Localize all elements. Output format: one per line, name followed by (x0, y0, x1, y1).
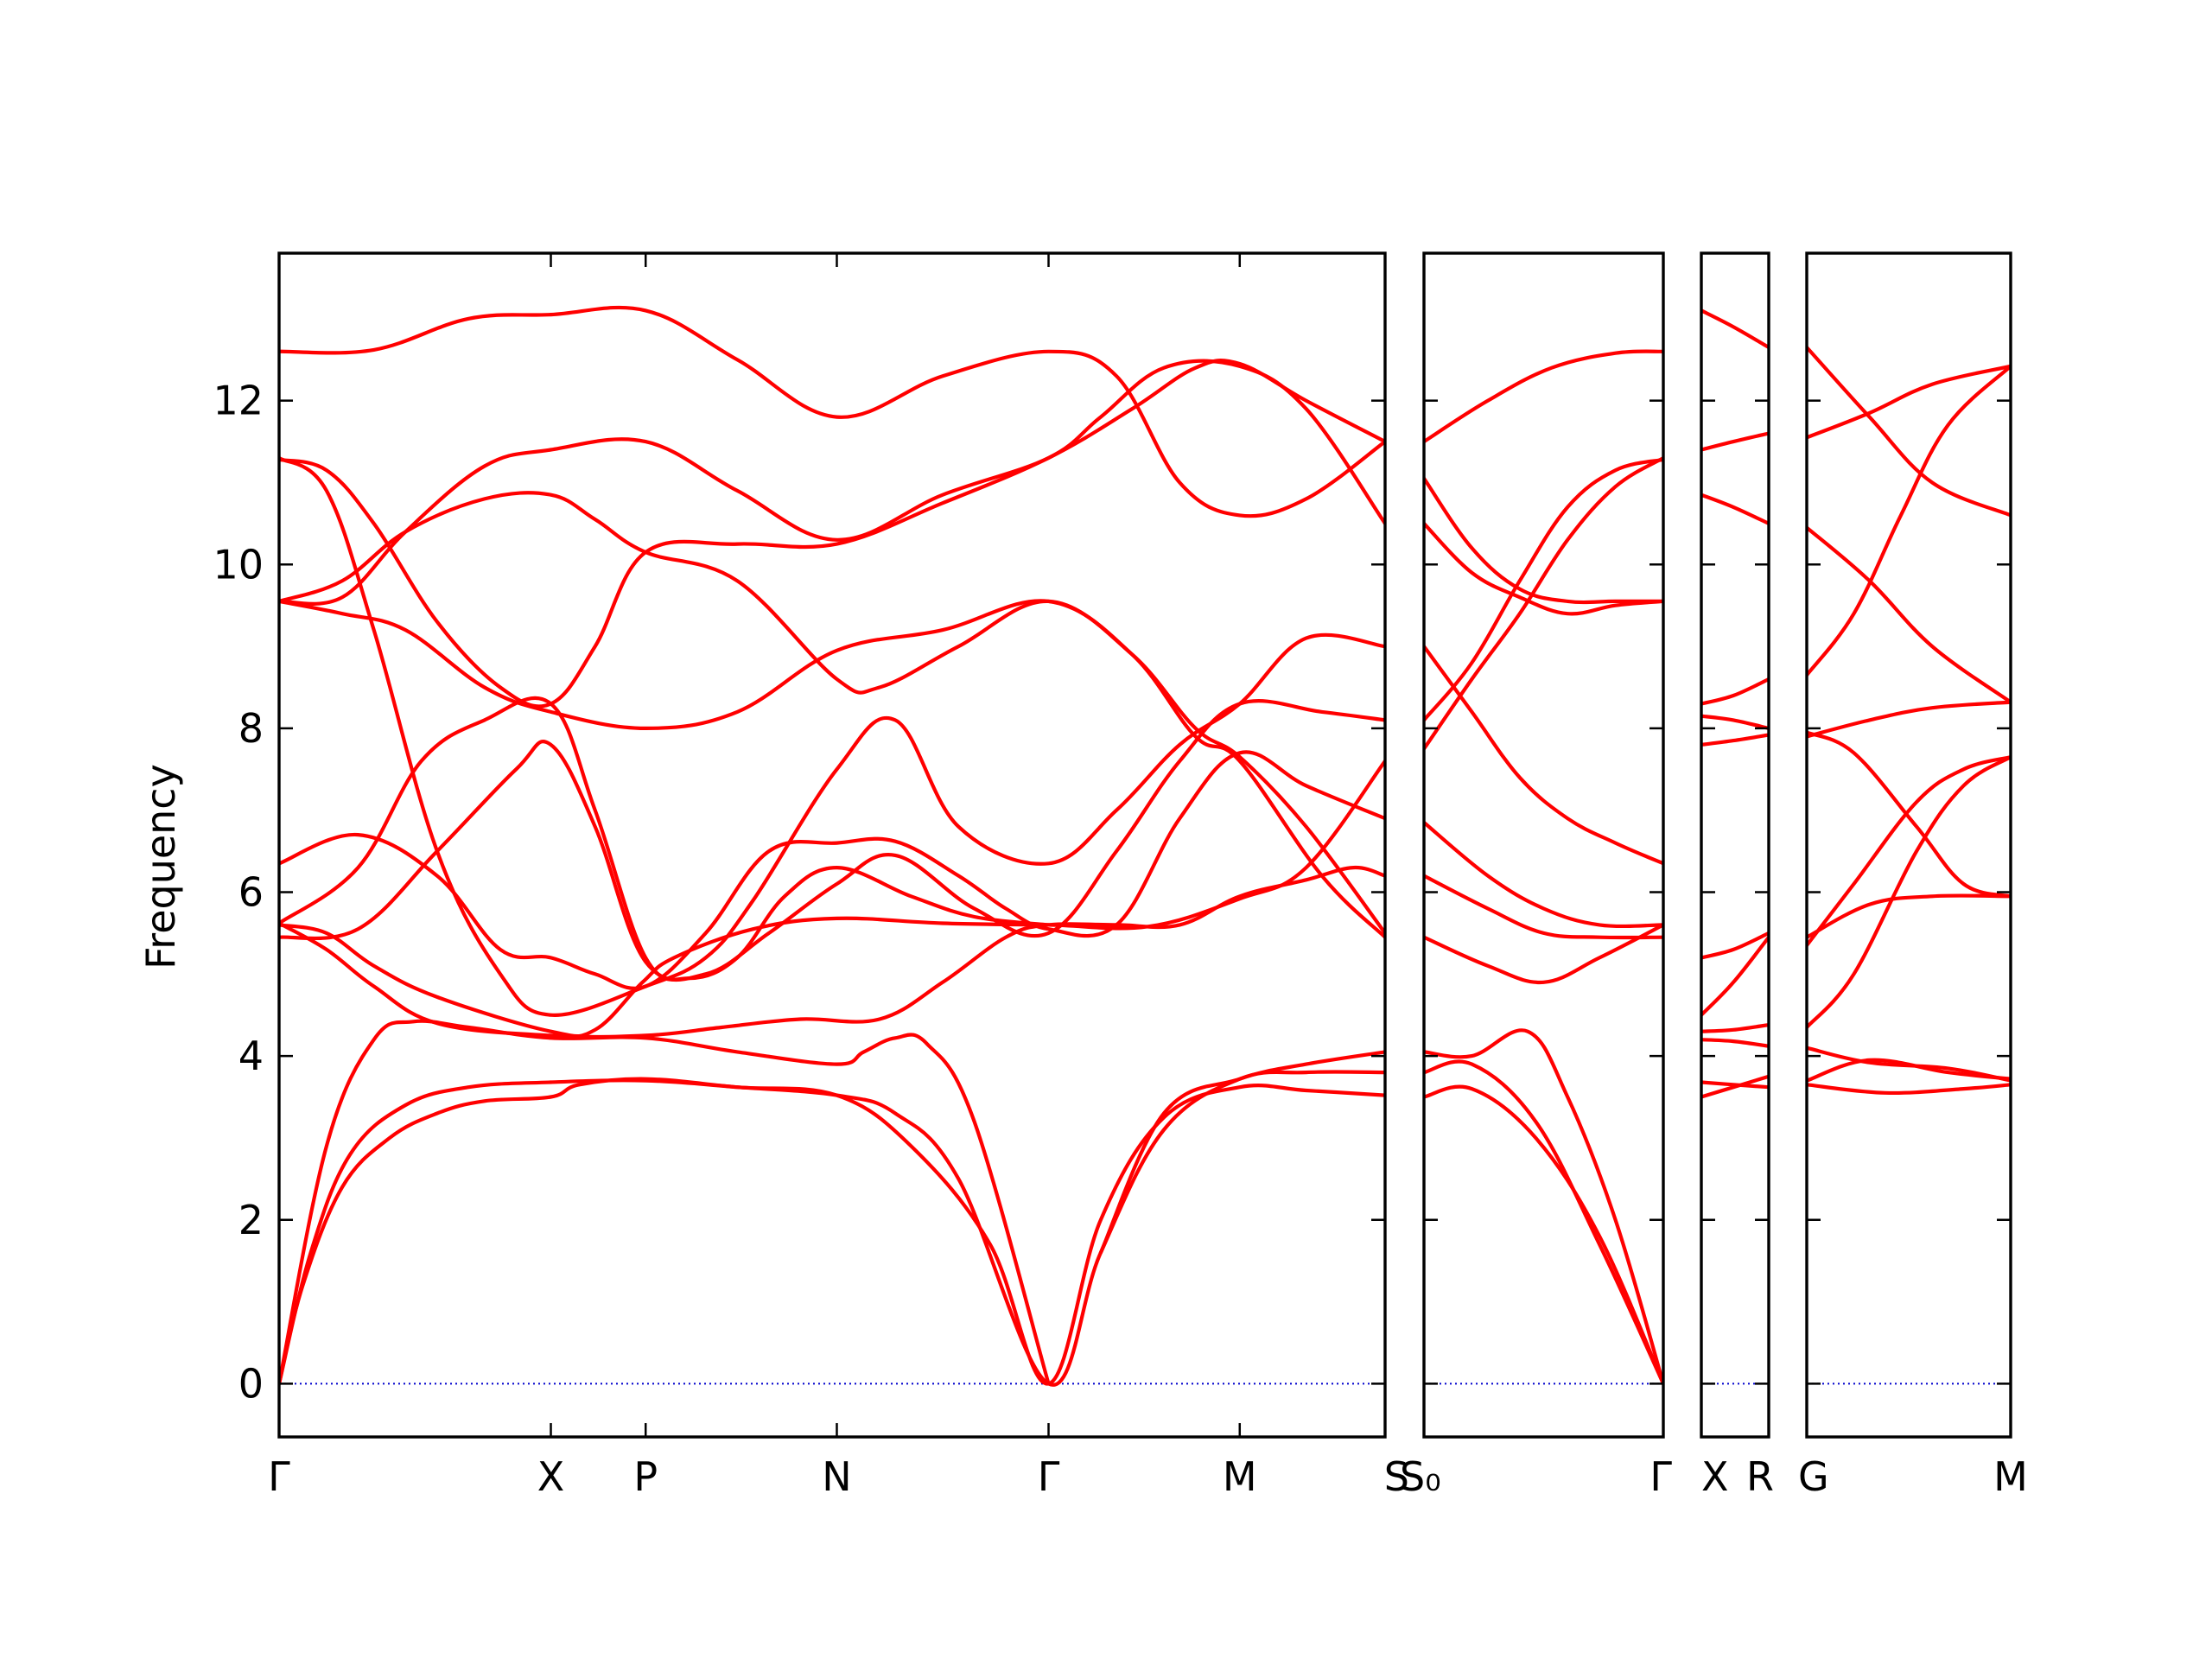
band-line-0 (1701, 1074, 1769, 1099)
band-line-5 (1701, 931, 1769, 960)
band-line-9 (1701, 493, 1769, 525)
band-line-4 (1424, 874, 1663, 940)
band-line-6 (1807, 730, 2011, 899)
band-line-10 (1701, 431, 1769, 452)
panel-1: S₀ Γ (1400, 251, 1672, 1500)
band-line-8 (279, 750, 1385, 990)
x-tick-label: R (1746, 1453, 1774, 1500)
x-tick-label: N (822, 1453, 851, 1500)
x-tick-label: X (537, 1453, 565, 1500)
panel-frame (1805, 251, 2012, 1439)
band-line-3 (1701, 1023, 1769, 1033)
band-line-11 (279, 358, 1385, 709)
band-line-7 (1807, 700, 2011, 739)
y-tick-label: 6 (238, 869, 264, 916)
band-line-10 (1807, 364, 2011, 440)
y-tick-label: 2 (238, 1197, 264, 1243)
band-line-5 (1807, 893, 2011, 939)
band-line-12 (279, 491, 1385, 935)
band-line-2 (1807, 1046, 2011, 1083)
y-tick-label: 12 (213, 378, 264, 424)
panel-frame (1422, 251, 1665, 1439)
y-tick-label: 8 (238, 705, 264, 752)
x-tick-label: Γ (1649, 1453, 1672, 1500)
band-line-1 (279, 1070, 1385, 1387)
x-tick-label: X (1701, 1453, 1729, 1500)
band-line-14 (279, 305, 1385, 518)
band-line-10 (279, 455, 1385, 1017)
band-line-11 (1701, 308, 1769, 350)
band-line-1 (1701, 1080, 1769, 1090)
bands-group (1701, 308, 1769, 1099)
x-tick-label: Γ (268, 1453, 290, 1500)
band-line-5 (279, 759, 1385, 1039)
band-line-11 (1807, 345, 2011, 518)
y-tick-label: 0 (238, 1360, 264, 1407)
band-line-0 (1424, 1084, 1663, 1386)
band-line-8 (1807, 364, 2011, 677)
band-line-2 (1701, 1038, 1769, 1048)
band-line-3 (1098, 1050, 1385, 1255)
panel-frame (277, 251, 1387, 1439)
band-line-0 (279, 1077, 1385, 1386)
band-line-8 (1701, 677, 1769, 706)
band-line-3 (1424, 923, 1663, 985)
x-tick-label: M (1223, 1453, 1257, 1500)
bands-group (1424, 349, 1663, 1386)
band-line-2 (1424, 1028, 1663, 1386)
x-tick-label: G (1798, 1453, 1829, 1500)
band-line-7 (279, 696, 1051, 982)
band-line-1 (1424, 1059, 1663, 1386)
band-line-9 (1424, 521, 1663, 616)
band-line-6 (279, 699, 1385, 982)
band-line-2 (279, 1019, 1051, 1386)
band-line-10 (1424, 476, 1663, 605)
panel-frame (1700, 251, 1770, 1439)
band-line-1 (1807, 1058, 2011, 1083)
x-tick-label: M (1993, 1453, 2028, 1500)
x-tick-label: S₀ (1400, 1453, 1441, 1500)
y-tick-label: 4 (238, 1033, 264, 1079)
band-line-9 (1807, 525, 2011, 704)
band-line-7 (1701, 714, 1769, 730)
band-line-13 (279, 359, 1385, 606)
x-tick-label: S (1384, 1453, 1409, 1500)
x-tick-label: P (633, 1453, 658, 1500)
band-line-3 (1807, 755, 2011, 1030)
y-axis-label: Frequency (137, 764, 184, 969)
y-tick-label: 10 (213, 541, 264, 588)
band-line-6 (1424, 455, 1663, 751)
band-line-7 (1424, 457, 1663, 722)
band-line-4 (1701, 935, 1769, 1017)
band-line-4 (279, 865, 1385, 1039)
band-line-9 (279, 599, 1385, 939)
band-line-5 (1424, 820, 1663, 929)
bands-group (1807, 345, 2011, 1096)
band-line-6 (1701, 733, 1769, 747)
bands-group (279, 305, 1385, 1387)
band-line-4 (1807, 755, 2011, 948)
x-tick-label: Γ (1038, 1453, 1060, 1500)
band-line-0 (1807, 1083, 2011, 1096)
band-line-11 (1424, 349, 1663, 444)
band-line-8 (1424, 645, 1663, 866)
